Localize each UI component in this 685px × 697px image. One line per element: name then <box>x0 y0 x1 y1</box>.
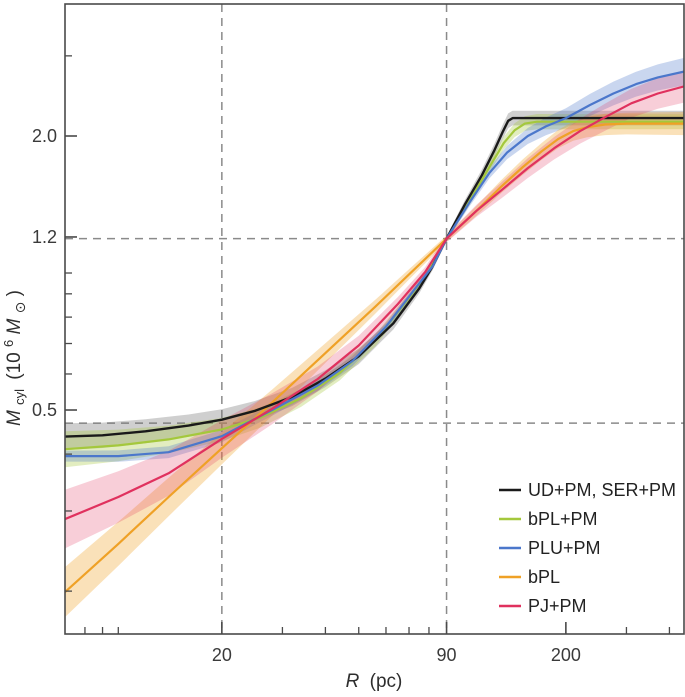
y-tick-label-1.2: 1.2 <box>32 227 57 247</box>
x-tick-label-90: 90 <box>437 645 457 665</box>
x-axis-title: R (pc) <box>346 671 403 692</box>
plot-frame <box>64 3 685 635</box>
model-curves <box>65 70 684 594</box>
legend-label: PJ+PM <box>528 596 587 616</box>
curve-bpl-pm <box>65 120 684 451</box>
dashed-guide-lines <box>65 4 684 634</box>
band-ud-pm-ser-pm <box>65 110 684 450</box>
tick-labels: 20 90 200 0.5 1.2 2.0 <box>32 126 581 665</box>
legend-item-ud-pm-ser-pm: UD+PM, SER+PM <box>499 480 676 500</box>
curve-pj-pm <box>65 85 684 521</box>
legend-item-bpl: bPL <box>499 567 560 587</box>
legend-item-plu-pm: PLU+PM <box>499 538 601 558</box>
legend-item-bpl-pm: bPL+PM <box>499 509 598 529</box>
axis-ticks <box>65 55 671 634</box>
legend: UD+PM, SER+PM bPL+PM PLU+PM bPL PJ+PM <box>499 480 676 616</box>
x-tick-label-20: 20 <box>212 645 232 665</box>
y-tick-label-0.5: 0.5 <box>32 400 57 420</box>
legend-label: bPL+PM <box>528 509 598 529</box>
legend-label: PLU+PM <box>528 538 601 558</box>
band-plu-pm <box>65 57 684 462</box>
y-axis-title: M cyl (10 6 M ⊙ ) <box>0 290 30 426</box>
legend-label: UD+PM, SER+PM <box>528 480 676 500</box>
x-tick-label-200: 200 <box>551 645 581 665</box>
legend-item-pj-pm: PJ+PM <box>499 596 587 616</box>
curve-ud-pm-ser-pm <box>65 116 684 438</box>
legend-label: bPL <box>528 567 560 587</box>
band-bpl-pm <box>65 114 684 468</box>
y-tick-label-2: 2.0 <box>32 126 57 146</box>
